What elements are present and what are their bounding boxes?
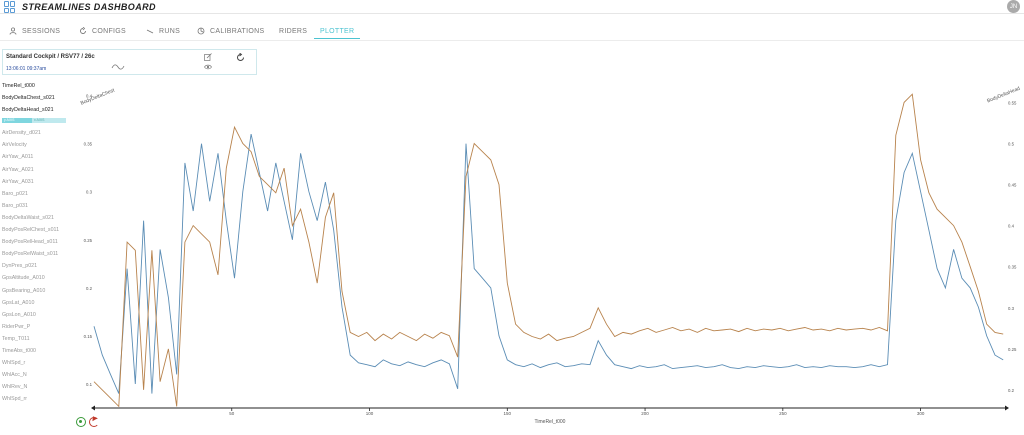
eye-icon[interactable] (204, 63, 212, 71)
channel-item[interactable]: BodyPosRelWaist_s011 (2, 251, 59, 258)
runs-icon (145, 27, 154, 36)
axis-pill-row: y AXIS x AXIS (2, 117, 82, 124)
tab-runs-label: RUNS (159, 27, 181, 35)
y-left-tick-label: 0.3 (86, 190, 93, 195)
plot-info-card: Standard Cockpit / RSV77 / 26c 13:06:01 … (2, 49, 257, 75)
edit-icon[interactable] (204, 53, 212, 61)
user-avatar[interactable]: JN (1007, 0, 1020, 13)
tab-plotter[interactable]: PLOTTER (320, 24, 354, 38)
play-button[interactable] (76, 417, 86, 427)
channel-item[interactable]: AirYaw_A031 (2, 178, 34, 185)
series-line-head (93, 93, 1004, 408)
x-axis-right-arrow (1005, 405, 1009, 411)
y-right-tick-label: 0.2 (1008, 388, 1015, 393)
channel-item[interactable]: Temp_T011 (2, 335, 30, 342)
y-left-tick-label: 0.1 (86, 382, 93, 387)
channel-item[interactable]: BodyPosRelHead_s011 (2, 239, 58, 246)
channel-item[interactable]: WhlAcc_N (2, 372, 27, 379)
channel-item[interactable]: GpsLon_A010 (2, 311, 36, 318)
channel-item[interactable]: AirYaw_A021 (2, 166, 34, 173)
app-title: STREAMLINES DASHBOARD (22, 2, 156, 12)
tab-plotter-label: PLOTTER (320, 27, 355, 35)
channel-item[interactable]: AirDensity_d021 (2, 130, 41, 137)
reset-button[interactable] (89, 417, 99, 427)
tab-riders[interactable]: RIDERS (279, 24, 307, 38)
y-left-tick-label: 0.2 (86, 286, 93, 291)
app-logo-icon (4, 1, 16, 13)
y-left-tick-label: 0.4 (86, 94, 93, 99)
y-axis-pill[interactable]: y AXIS (2, 118, 32, 124)
tab-riders-label: RIDERS (279, 27, 308, 35)
y-left-tick-label: 0.15 (84, 334, 93, 339)
person-icon (8, 27, 17, 36)
unselected-channels: AirDensity_d021 AirVelocity AirYaw_A011 Air… (2, 127, 82, 405)
reload-icon[interactable] (236, 53, 245, 62)
calibration-icon (196, 27, 205, 36)
tab-calibrations[interactable]: CALIBRATIONS (196, 24, 264, 38)
series-line-chest (93, 134, 1004, 394)
tab-configs-label: CONFIGS (92, 27, 126, 35)
channel-item[interactable]: TimeRel_t000 (2, 83, 35, 89)
x-axis-left-arrow (91, 405, 95, 411)
y-right-tick-label: 0.35 (1008, 265, 1017, 270)
tab-configs[interactable]: CONFIGS (78, 24, 126, 38)
main-nav: SESSIONS CONFIGS RUNS CALIBRATIONS RIDER… (0, 18, 1024, 40)
active-tab-underline (314, 38, 360, 39)
x-axis-pill[interactable]: x AXIS (32, 118, 66, 124)
channel-item[interactable]: GpsBearing_A010 (2, 287, 46, 294)
tab-runs[interactable]: RUNS (145, 24, 180, 38)
x-tick-label: 50 (229, 411, 235, 416)
x-axis-label: TimeRel_t000 (535, 419, 566, 425)
channel-item[interactable]: RiderPwr_P (2, 323, 31, 330)
x-tick-label: 200 (641, 411, 649, 416)
card-timestamp: 13:06:01 09:37am (6, 66, 47, 72)
y-right-tick-label: 0.45 (1008, 183, 1017, 188)
channel-item[interactable]: BodyDeltaWaist_s021 (2, 214, 54, 221)
channel-item[interactable]: BodyDeltaChest_s021 (2, 95, 55, 102)
tab-sessions-label: SESSIONS (22, 27, 61, 35)
refresh-icon (78, 27, 87, 36)
y-right-tick-label: 0.3 (1008, 306, 1015, 311)
channel-item[interactable]: BodyDeltaHead_s021 (2, 107, 54, 114)
x-tick-label: 250 (779, 411, 787, 416)
card-title: Standard Cockpit / RSV77 / 26c (6, 54, 95, 60)
channel-item[interactable]: AirYaw_A011 (2, 154, 34, 161)
line-chart[interactable]: 50 100 150 200 250 300 TimeRel_t000 0.1 0.15 0.2 0… (76, 78, 1024, 430)
y-right-tick-label: 0.55 (1008, 100, 1017, 105)
y-left-tick-label: 0.25 (84, 238, 93, 243)
channel-item[interactable]: WhlRev_N (2, 384, 28, 391)
tab-sessions[interactable]: SESSIONS (8, 24, 60, 38)
channel-item[interactable]: Baro_p031 (2, 202, 28, 209)
channel-item[interactable]: GpsAltitude_A010 (2, 275, 45, 282)
wave-icon (111, 64, 125, 70)
channel-item[interactable]: Baro_p021 (2, 190, 28, 197)
nav-divider (0, 40, 1024, 41)
x-tick-label: 150 (504, 411, 512, 416)
channel-list: TimeRel_t000 BodyDeltaChest_s021 BodyDel… (2, 80, 82, 405)
channel-item[interactable]: WhlSpd_r (2, 360, 26, 367)
channel-item[interactable]: GpsLat_A010 (2, 299, 35, 306)
y-left-tick-label: 0.35 (84, 142, 93, 147)
y-right-tick-label: 0.25 (1008, 347, 1017, 352)
channel-item[interactable]: DynPres_p021 (2, 263, 38, 270)
top-bar: STREAMLINES DASHBOARD JN (0, 0, 1024, 14)
channel-item[interactable]: AirVelocity (2, 142, 27, 149)
x-tick-label: 100 (366, 411, 374, 416)
plot-area[interactable]: 50 100 150 200 250 300 TimeRel_t000 0.1 0.15 0.2 0… (76, 78, 1024, 430)
channel-item[interactable]: BodyPosRelChest_s011 (2, 227, 60, 234)
y-right-tick-label: 0.5 (1008, 142, 1015, 147)
x-tick-label: 300 (917, 411, 925, 416)
tab-calibrations-label: CALIBRATIONS (210, 27, 265, 35)
y-right-tick-label: 0.4 (1008, 224, 1015, 229)
channel-item[interactable]: WhlSpd_rr (2, 396, 28, 403)
channel-item[interactable]: TimeAbs_t000 (2, 347, 36, 354)
